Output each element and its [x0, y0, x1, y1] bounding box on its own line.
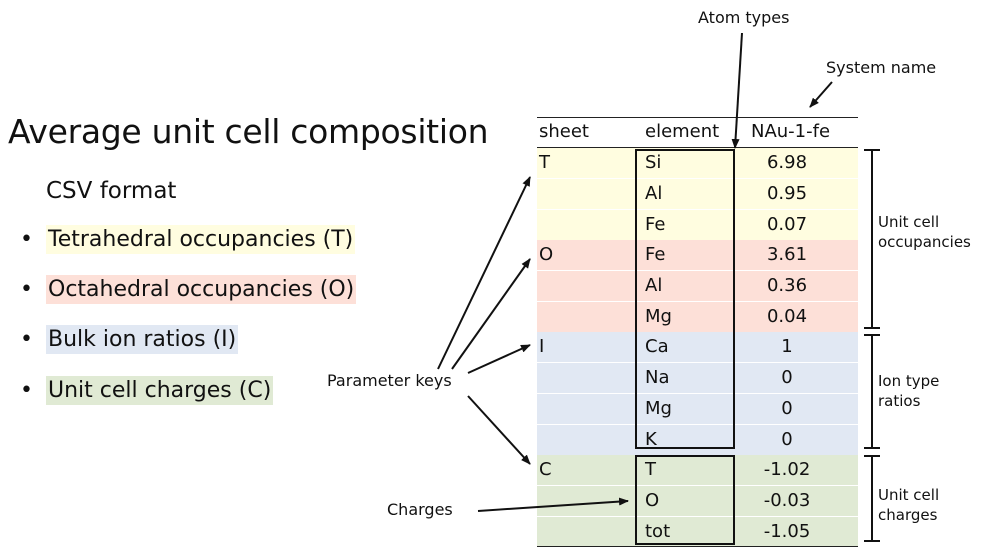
- table-top-rule: [537, 117, 858, 118]
- bullet-item-ion-ratios: • Bulk ion ratios (I): [20, 322, 239, 356]
- group-band-T: [537, 148, 858, 240]
- sheet-key: T: [539, 152, 550, 173]
- bullet-item-octahedral: • Octahedral occupancies (O): [20, 272, 357, 306]
- bullet-text: Octahedral occupancies (O): [46, 274, 357, 304]
- arrow-system-name: [809, 81, 833, 108]
- element-cell: T: [645, 459, 656, 480]
- composition-table: sheet element NAu-1-fe T Si 6.98 Al 0.95…: [537, 117, 858, 547]
- table-row: I Ca 1: [537, 332, 858, 363]
- bullet-dot-icon: •: [20, 377, 33, 403]
- value-cell: 0.95: [766, 183, 808, 204]
- label-unit-cell-occupancies: Unit cell occupancies: [878, 213, 971, 251]
- label-parameter-keys: Parameter keys: [327, 371, 452, 390]
- arrow-atom-types: [731, 32, 743, 149]
- arrow-parameter-key-T: [437, 176, 531, 370]
- atom-types-box-upper: [635, 149, 735, 449]
- arrow-parameter-key-C: [467, 395, 531, 465]
- bullet-item-charges: • Unit cell charges (C): [20, 373, 274, 407]
- label-unit-cell-charges: Unit cell charges: [878, 486, 940, 524]
- label-atom-types: Atom types: [698, 8, 790, 27]
- charges-box: [635, 455, 735, 545]
- header-rule: [537, 147, 858, 148]
- header-system-name: NAu-1-fe: [751, 121, 831, 142]
- slide-title: Average unit cell composition: [8, 112, 489, 151]
- group-band-C: [537, 455, 858, 546]
- value-cell: -0.03: [763, 490, 811, 511]
- slide-subtitle: CSV format: [46, 178, 177, 204]
- bullet-dot-icon: •: [20, 276, 33, 302]
- element-cell: Al: [645, 183, 663, 204]
- table-row: Mg 0: [537, 393, 858, 425]
- value-cell: -1.02: [763, 459, 811, 480]
- value-cell: 0: [781, 429, 793, 450]
- label-ion-type-ratios: Ion type ratios: [878, 372, 940, 410]
- value-cell: 3.61: [766, 244, 808, 265]
- bullet-item-tetrahedral: • Tetrahedral occupancies (T): [20, 222, 356, 256]
- element-cell: Fe: [645, 214, 666, 235]
- value-cell: 0.36: [766, 275, 808, 296]
- sheet-key: O: [539, 244, 554, 265]
- arrow-charges: [477, 497, 629, 512]
- element-cell: Mg: [645, 306, 672, 327]
- table-row: Al 0.36: [537, 270, 858, 302]
- value-cell: 0.07: [766, 214, 808, 235]
- element-cell: Ca: [645, 336, 669, 357]
- table-row: Fe 0.07: [537, 209, 858, 241]
- table-row: Mg 0.04: [537, 301, 858, 333]
- bullet-text: Bulk ion ratios (I): [46, 324, 239, 354]
- element-cell: Al: [645, 275, 663, 296]
- table-bottom-rule: [537, 546, 858, 547]
- element-cell: Na: [645, 367, 670, 388]
- bullet-text: Tetrahedral occupancies (T): [46, 224, 356, 254]
- table-row: T Si 6.98: [537, 148, 858, 179]
- label-system-name: System name: [826, 58, 937, 77]
- arrow-parameter-key-I: [467, 344, 531, 374]
- header-sheet: sheet: [539, 121, 589, 142]
- element-cell: O: [645, 490, 660, 511]
- bullet-dot-icon: •: [20, 326, 33, 352]
- table-row: Na 0: [537, 362, 858, 394]
- bullet-text: Unit cell charges (C): [46, 375, 274, 405]
- bracket-ion-type-ratios: [864, 334, 880, 449]
- value-cell: 0: [781, 367, 793, 388]
- sheet-key: C: [539, 459, 552, 480]
- bracket-unit-cell-charges: [864, 455, 880, 542]
- header-element: element: [645, 121, 720, 142]
- table-row: O Fe 3.61: [537, 240, 858, 271]
- value-cell: 0: [781, 398, 793, 419]
- value-cell: -1.05: [763, 521, 811, 542]
- element-cell: K: [645, 429, 657, 450]
- table-row: K 0: [537, 424, 858, 456]
- label-charges: Charges: [387, 500, 453, 519]
- value-cell: 0.04: [766, 306, 808, 327]
- group-band-O: [537, 240, 858, 332]
- element-cell: Fe: [645, 244, 666, 265]
- element-cell: Si: [645, 152, 662, 173]
- element-cell: Mg: [645, 398, 672, 419]
- table-row: tot -1.05: [537, 516, 858, 548]
- table-row: C T -1.02: [537, 455, 858, 486]
- bracket-unit-cell-occupancies: [864, 149, 880, 329]
- value-cell: 6.98: [766, 152, 808, 173]
- bullet-dot-icon: •: [20, 226, 33, 252]
- table-row: Al 0.95: [537, 178, 858, 210]
- table-row: O -0.03: [537, 485, 858, 517]
- value-cell: 1: [781, 336, 793, 357]
- element-cell: tot: [645, 521, 671, 542]
- sheet-key: I: [539, 336, 545, 357]
- arrow-parameter-key-O: [451, 258, 531, 370]
